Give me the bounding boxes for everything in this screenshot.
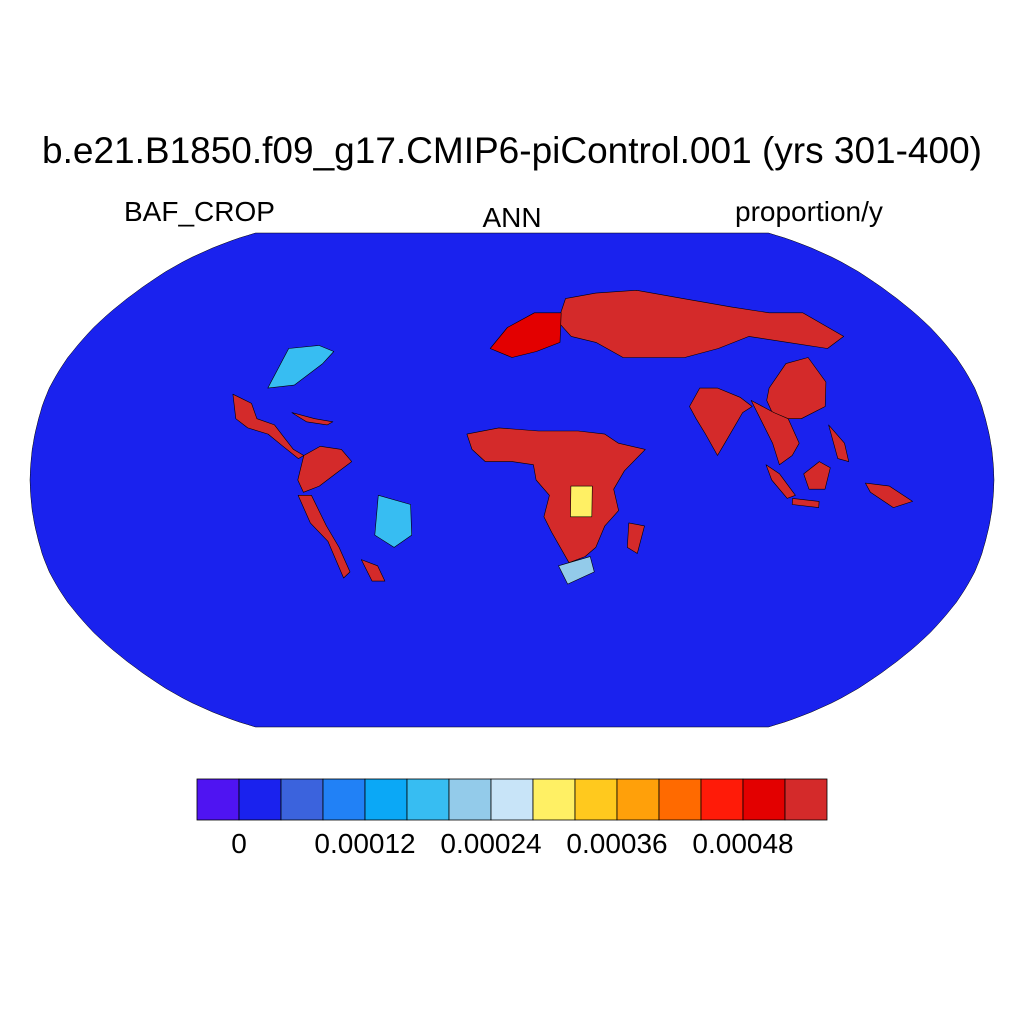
colorbar-tick-label: 0.00048 (692, 828, 794, 859)
colorbar-box (196, 778, 240, 821)
colorbar-box (238, 778, 282, 821)
colorbar-tick-label: 0.00036 (566, 828, 668, 859)
region-madagascar (627, 522, 645, 554)
variable-label: BAF_CROP (124, 196, 275, 227)
globe-outline (29, 232, 995, 728)
colorbar-box (490, 778, 534, 821)
region-caribbean (291, 412, 334, 426)
region-andes-north (297, 446, 352, 493)
colorbar-box (364, 778, 408, 821)
region-india (689, 387, 753, 456)
region-sahel-africa (466, 427, 646, 563)
colorbar-box (280, 778, 324, 821)
region-east-us (267, 345, 335, 389)
colorbar-tick-label: 0 (231, 828, 247, 859)
region-congo-east (570, 485, 593, 518)
colorbar-tick-label: 0.00012 (314, 828, 416, 859)
plot-title: b.e21.B1850.f09_g17.CMIP6-piControl.001 … (42, 130, 982, 171)
season-label: ANN (482, 202, 542, 233)
region-borneo (803, 461, 831, 490)
colorbar-box (532, 778, 576, 821)
colorbar-box (406, 778, 450, 821)
region-eurasia-north (557, 290, 844, 358)
region-indochina (750, 400, 800, 465)
colorbar-box (658, 778, 702, 821)
units-label: proportion/y (735, 196, 883, 227)
colorbar-box (700, 778, 744, 821)
region-southeast-brazil (374, 495, 412, 548)
colorbar-box (448, 778, 492, 821)
colorbar-box (742, 778, 786, 821)
region-java (791, 498, 820, 508)
map-globe (29, 232, 995, 728)
region-philippines (828, 424, 849, 462)
region-south-africa (558, 556, 595, 585)
region-new-guinea (865, 482, 913, 508)
colorbar (196, 778, 828, 821)
map-regions (232, 290, 913, 585)
region-south-brazil (361, 559, 386, 582)
colorbar-tick-label: 0.00024 (440, 828, 542, 859)
colorbar-box (574, 778, 618, 821)
colorbar-box (616, 778, 660, 821)
region-west-europe (489, 312, 562, 358)
colorbar-box (784, 778, 828, 821)
colorbar-box (322, 778, 366, 821)
region-china (766, 357, 827, 419)
region-sumatra (765, 464, 796, 499)
region-andes-south (297, 495, 351, 579)
